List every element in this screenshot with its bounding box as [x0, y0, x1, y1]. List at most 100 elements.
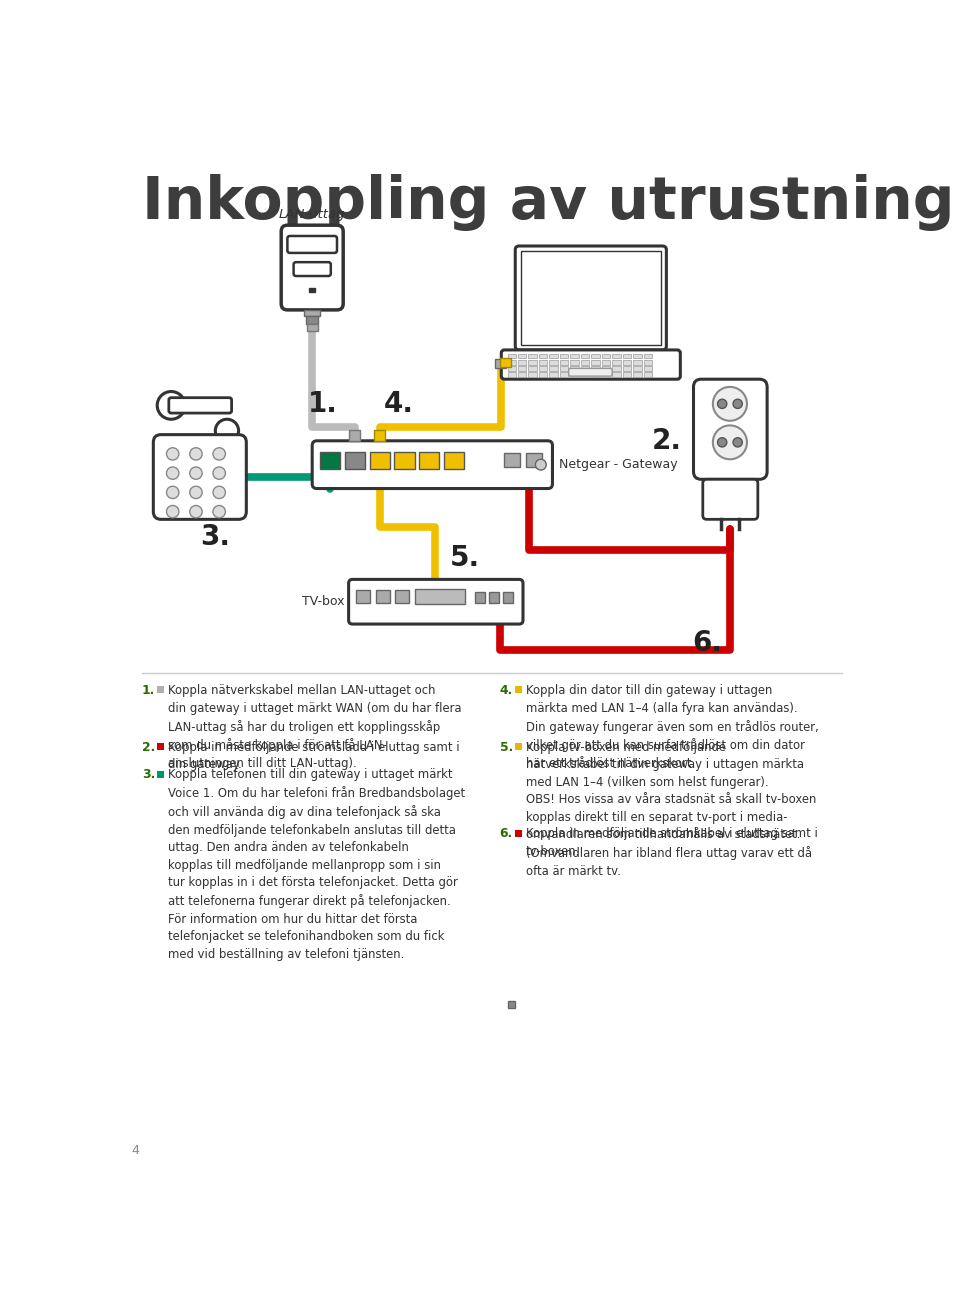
- Text: 3.: 3.: [142, 769, 155, 782]
- Bar: [549, 366, 558, 371]
- Bar: [581, 359, 589, 365]
- Circle shape: [713, 425, 747, 459]
- Text: 6.: 6.: [500, 828, 513, 840]
- Text: LAN-uttag: LAN-uttag: [279, 207, 346, 220]
- Circle shape: [166, 487, 179, 499]
- Bar: [374, 430, 385, 441]
- Bar: [539, 354, 547, 358]
- Bar: [518, 373, 526, 377]
- Bar: [623, 354, 631, 358]
- Bar: [633, 366, 641, 371]
- Circle shape: [190, 467, 203, 479]
- Text: 4.: 4.: [500, 684, 513, 697]
- Bar: [643, 354, 652, 358]
- Circle shape: [213, 505, 226, 518]
- Bar: [444, 451, 464, 468]
- Bar: [395, 451, 415, 468]
- Bar: [591, 373, 600, 377]
- Text: 3.: 3.: [200, 523, 229, 551]
- Bar: [504, 453, 520, 467]
- Circle shape: [717, 438, 727, 447]
- Bar: [489, 593, 499, 602]
- FancyBboxPatch shape: [348, 580, 523, 625]
- Bar: [518, 354, 526, 358]
- Circle shape: [717, 399, 727, 408]
- Bar: [518, 359, 526, 365]
- FancyBboxPatch shape: [312, 441, 552, 488]
- Circle shape: [166, 447, 179, 461]
- Text: Netgear - Gateway: Netgear - Gateway: [559, 458, 677, 471]
- Circle shape: [213, 487, 226, 499]
- FancyBboxPatch shape: [294, 262, 331, 276]
- Text: 6.: 6.: [692, 628, 722, 656]
- Bar: [309, 289, 315, 293]
- Circle shape: [713, 387, 747, 421]
- Bar: [591, 366, 600, 371]
- Bar: [612, 354, 621, 358]
- Bar: [307, 324, 318, 332]
- Bar: [475, 593, 485, 602]
- Bar: [495, 359, 506, 369]
- Text: TV-box: TV-box: [302, 596, 345, 609]
- Bar: [396, 590, 409, 602]
- FancyBboxPatch shape: [693, 379, 767, 479]
- Bar: [304, 310, 320, 316]
- Bar: [306, 316, 319, 324]
- Bar: [602, 359, 611, 365]
- Bar: [643, 373, 652, 377]
- Circle shape: [733, 399, 742, 408]
- Bar: [581, 354, 589, 358]
- Bar: [539, 359, 547, 365]
- Text: 1.: 1.: [142, 684, 155, 697]
- Text: Koppla din dator till din gateway i uttagen
märkta med LAN 1–4 (alla fyra kan an: Koppla din dator till din gateway i utta…: [526, 684, 819, 770]
- Bar: [415, 589, 465, 604]
- Bar: [526, 453, 541, 467]
- Bar: [320, 451, 340, 468]
- Bar: [420, 451, 440, 468]
- Text: Koppla in medföljande strömkabel i eluttag samt i
tv-boxen.: Koppla in medföljande strömkabel i elutt…: [526, 828, 818, 858]
- Bar: [520, 252, 660, 345]
- Bar: [528, 359, 537, 365]
- Bar: [349, 430, 360, 441]
- Bar: [560, 366, 568, 371]
- FancyBboxPatch shape: [516, 245, 666, 350]
- Circle shape: [213, 467, 226, 479]
- Bar: [560, 373, 568, 377]
- Bar: [375, 590, 390, 602]
- FancyBboxPatch shape: [703, 479, 757, 520]
- Text: Koppla in medföljande strömsladd i eluttag samt i
din gateway.: Koppla in medföljande strömsladd i elutt…: [168, 741, 460, 771]
- Bar: [157, 686, 164, 693]
- Bar: [157, 744, 164, 750]
- Circle shape: [213, 447, 226, 461]
- Bar: [516, 686, 522, 693]
- Bar: [539, 366, 547, 371]
- Bar: [581, 366, 589, 371]
- Bar: [549, 354, 558, 358]
- Bar: [643, 366, 652, 371]
- Bar: [508, 354, 516, 358]
- Bar: [508, 1001, 516, 1008]
- Circle shape: [166, 467, 179, 479]
- Bar: [549, 373, 558, 377]
- Bar: [602, 366, 611, 371]
- FancyBboxPatch shape: [568, 369, 612, 377]
- Text: 5.: 5.: [500, 741, 513, 754]
- Bar: [508, 373, 516, 377]
- Bar: [516, 829, 522, 837]
- Circle shape: [190, 447, 203, 461]
- Bar: [528, 366, 537, 371]
- Circle shape: [190, 505, 203, 518]
- Bar: [633, 359, 641, 365]
- Circle shape: [157, 391, 185, 420]
- Text: Koppla telefonen till din gateway i uttaget märkt
Voice 1. Om du har telefoni fr: Koppla telefonen till din gateway i utta…: [168, 769, 466, 960]
- Bar: [602, 373, 611, 377]
- Bar: [500, 358, 511, 367]
- Circle shape: [733, 438, 742, 447]
- Bar: [560, 354, 568, 358]
- Bar: [623, 373, 631, 377]
- Bar: [612, 366, 621, 371]
- Bar: [591, 359, 600, 365]
- FancyBboxPatch shape: [154, 434, 247, 520]
- FancyBboxPatch shape: [501, 350, 681, 379]
- Bar: [612, 373, 621, 377]
